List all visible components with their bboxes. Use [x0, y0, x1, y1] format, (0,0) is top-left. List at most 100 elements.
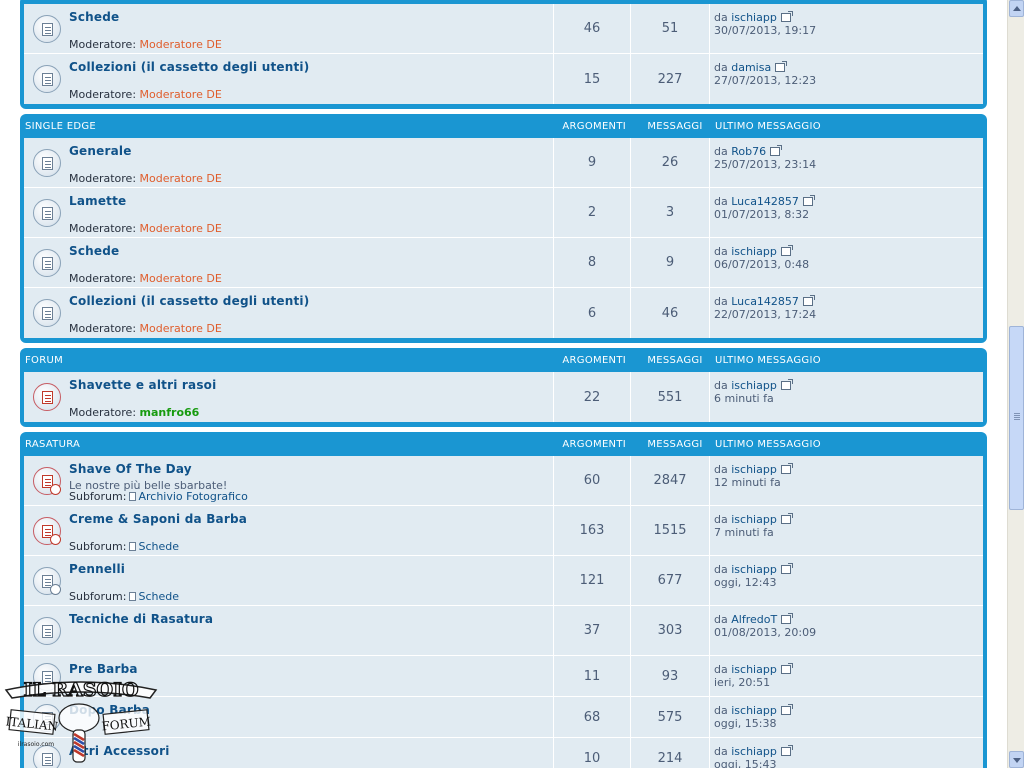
last-post-date: oggi, 12:43	[714, 576, 777, 589]
last-post: da ischiapp 06/07/2013, 0:48	[710, 238, 983, 287]
forum-row: Schede Moderatore: Moderatore DE 8 9 da …	[24, 238, 983, 288]
by-label: da	[714, 379, 728, 392]
forum-title-link[interactable]: Shave Of The Day	[69, 462, 192, 476]
column-topics-header: ARGOMENTI	[562, 120, 626, 132]
last-post-user[interactable]: damisa	[731, 61, 772, 74]
forum-description: Le nostre più belle sbarbate!	[69, 479, 228, 492]
last-post-user[interactable]: Rob76	[731, 145, 767, 158]
last-post-date: 30/07/2013, 19:17	[714, 24, 817, 37]
last-post-user[interactable]: ischiapp	[731, 563, 777, 576]
forum-title-link[interactable]: Pre Barba	[69, 662, 138, 676]
moderator-link[interactable]: Moderatore DE	[139, 272, 222, 285]
scroll-up-button[interactable]	[1009, 0, 1024, 17]
scroll-thumb[interactable]	[1009, 326, 1024, 510]
moderator-link[interactable]: Moderatore DE	[139, 322, 222, 335]
last-post-user[interactable]: ischiapp	[731, 513, 777, 526]
forum-moderator: Moderatore: Moderatore DE	[69, 172, 222, 185]
topics-count: 68	[554, 697, 631, 737]
category-title-link[interactable]: RASATURA	[25, 438, 81, 450]
forum-title-link[interactable]: Collezioni (il cassetto degli utenti)	[69, 60, 310, 74]
last-post-user[interactable]: Luca142857	[731, 195, 799, 208]
forum-title-link[interactable]: Altri Accessori	[69, 744, 170, 758]
view-latest-post-icon[interactable]	[780, 704, 793, 715]
last-post-user[interactable]: ischiapp	[731, 245, 777, 258]
view-latest-post-icon[interactable]	[802, 195, 815, 206]
view-latest-post-icon[interactable]	[780, 563, 793, 574]
topics-count: 6	[554, 288, 631, 338]
topics-count: 8	[554, 238, 631, 287]
posts-count: 551	[631, 372, 710, 422]
posts-count: 46	[631, 288, 710, 338]
view-latest-post-icon[interactable]	[780, 663, 793, 674]
view-latest-post-icon[interactable]	[775, 61, 788, 72]
forum-read-subforum-icon	[33, 567, 61, 595]
forum-info: Creme & Saponi da Barba Subforum: Schede	[24, 506, 554, 555]
moderator-label: Moderatore:	[69, 88, 137, 101]
last-post: da ischiapp 6 minuti fa	[710, 372, 983, 422]
forum-row: Shave Of The Day Le nostre più belle sba…	[24, 456, 983, 506]
last-post-date: 22/07/2013, 17:24	[714, 308, 817, 321]
last-post-user[interactable]: Luca142857	[731, 295, 799, 308]
view-latest-post-icon[interactable]	[780, 745, 793, 756]
subforum-link[interactable]: Archivio Fotografico	[138, 490, 248, 503]
forum-title-link[interactable]: Collezioni (il cassetto degli utenti)	[69, 294, 310, 308]
forum-subforums: Subforum: Schede	[69, 590, 179, 603]
topics-count: 15	[554, 54, 631, 104]
forum-title-link[interactable]: Schede	[69, 10, 120, 24]
forum-title-link[interactable]: Shavette e altri rasoi	[69, 378, 217, 392]
last-post-user[interactable]: ischiapp	[731, 663, 777, 676]
vertical-scrollbar[interactable]	[1007, 0, 1024, 768]
forum-row: Collezioni (il cassetto degli utenti) Mo…	[24, 288, 983, 338]
last-post-user[interactable]: AlfredoT	[731, 613, 778, 626]
by-label: da	[714, 245, 728, 258]
moderator-link[interactable]: Moderatore DE	[139, 88, 222, 101]
view-latest-post-icon[interactable]	[780, 379, 793, 390]
last-post-user[interactable]: ischiapp	[731, 11, 777, 24]
category-title-link[interactable]: SINGLE EDGE	[25, 120, 96, 132]
last-post-user[interactable]: ischiapp	[731, 745, 777, 758]
view-latest-post-icon[interactable]	[780, 11, 793, 22]
forum-row: Pre Barba 11 93 da ischiapp ieri, 20:51	[24, 656, 983, 697]
last-post-date: 06/07/2013, 0:48	[714, 258, 810, 271]
forum-moderator: Moderatore: Moderatore DE	[69, 38, 222, 51]
forum-moderator: Moderatore: Moderatore DE	[69, 272, 222, 285]
last-post: da ischiapp 12 minuti fa	[710, 456, 983, 505]
forum-title-link[interactable]: Schede	[69, 244, 120, 258]
subforum-link[interactable]: Schede	[138, 590, 179, 603]
subforum-label: Subforum:	[69, 490, 127, 503]
view-latest-post-icon[interactable]	[780, 245, 793, 256]
scroll-down-button[interactable]	[1009, 751, 1024, 768]
moderator-link[interactable]: manfro66	[139, 406, 200, 419]
topics-count: 60	[554, 456, 631, 505]
view-latest-post-icon[interactable]	[770, 145, 783, 156]
last-post-user[interactable]: ischiapp	[731, 379, 777, 392]
forum-info: Collezioni (il cassetto degli utenti) Mo…	[24, 288, 554, 338]
view-latest-post-icon[interactable]	[802, 295, 815, 306]
subforum-icon	[129, 542, 137, 551]
moderator-link[interactable]: Moderatore DE	[139, 172, 222, 185]
topics-count: 10	[554, 738, 631, 768]
by-label: da	[714, 11, 728, 24]
moderator-link[interactable]: Moderatore DE	[139, 38, 222, 51]
forum-title-link[interactable]: Lamette	[69, 194, 127, 208]
last-post: da AlfredoT 01/08/2013, 20:09	[710, 606, 983, 655]
forum-row: Schede Moderatore: Moderatore DE 46 51 d…	[24, 4, 983, 54]
last-post-user[interactable]: ischiapp	[731, 463, 777, 476]
subforum-link[interactable]: Schede	[138, 540, 179, 553]
forum-category-rasatura: RASATURA ARGOMENTI MESSAGGI ULTIMO MESSA…	[20, 432, 987, 768]
category-title-link[interactable]: FORUM	[25, 354, 64, 366]
forum-title-link[interactable]: Tecniche di Rasatura	[69, 612, 214, 626]
moderator-link[interactable]: Moderatore DE	[139, 222, 222, 235]
forum-info: Generale Moderatore: Moderatore DE	[24, 138, 554, 187]
view-latest-post-icon[interactable]	[780, 463, 793, 474]
view-latest-post-icon[interactable]	[780, 513, 793, 524]
forum-title-link[interactable]: Generale	[69, 144, 132, 158]
forum-title-link[interactable]: Creme & Saponi da Barba	[69, 512, 248, 526]
posts-count: 26	[631, 138, 710, 187]
last-post: da Rob76 25/07/2013, 23:14	[710, 138, 983, 187]
forum-title-link[interactable]: Pennelli	[69, 562, 126, 576]
il-rasoio-logo[interactable]: IL RASOIO ITALIAN FORUM ilrasoio.com	[0, 672, 162, 768]
view-latest-post-icon[interactable]	[781, 613, 794, 624]
last-post-user[interactable]: ischiapp	[731, 704, 777, 717]
logo-title-text: IL RASOIO	[23, 679, 138, 701]
